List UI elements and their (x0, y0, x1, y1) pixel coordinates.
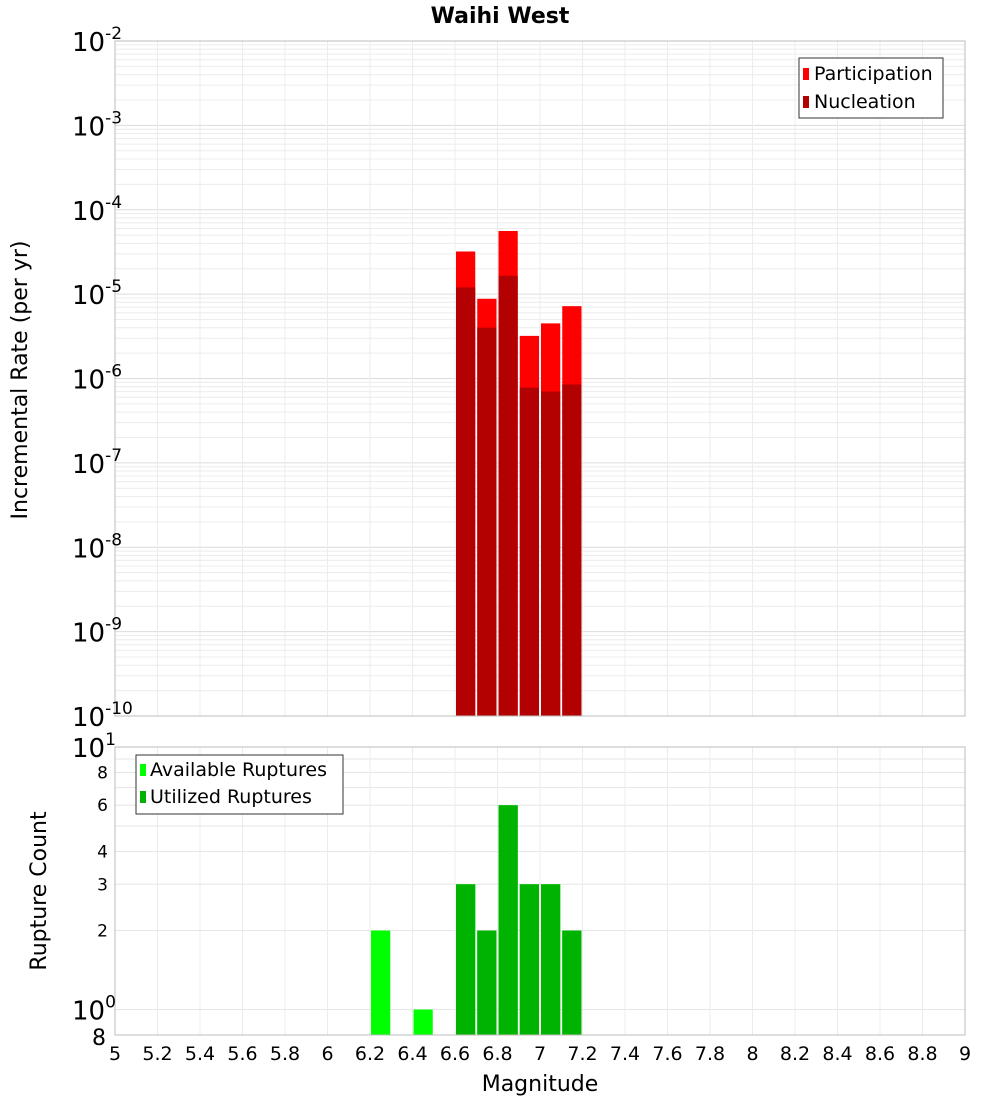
top-plot-frame (114, 40, 966, 717)
x-tick-label: 5 (109, 1043, 121, 1065)
x-tick-label: 8 (746, 1043, 758, 1065)
x-axis-label: Magnitude (482, 1072, 599, 1097)
top-legend: Participation Nucleation (798, 57, 944, 119)
top-bar-nucleation-3 (519, 387, 539, 716)
top-legend-label-nucleation: Nucleation (814, 91, 916, 113)
x-tick-label: 9 (959, 1043, 971, 1065)
top-legend-box (798, 57, 944, 119)
bottom-bar-available-ruptures-0 (371, 930, 391, 1035)
x-tick-label: 7.4 (610, 1043, 640, 1065)
bottom-legend-swatch-1 (140, 791, 146, 803)
bottom-y-tick-label-minor: 4 (97, 842, 108, 862)
bottom-y-tick-label-minor: 2 (97, 922, 108, 942)
x-tick-label: 8.2 (780, 1043, 810, 1065)
bottom-legend-swatch-0 (140, 764, 146, 776)
x-tick-label: 7 (534, 1043, 546, 1065)
x-tick-label: 5.4 (185, 1043, 215, 1065)
x-tick-label: 8.4 (822, 1043, 852, 1065)
x-tick-label: 8.8 (907, 1043, 937, 1065)
x-tick-label: 5.2 (142, 1043, 172, 1065)
bottom-y-tick-label-minor: 3 (97, 875, 108, 895)
x-tick-label: 5.8 (270, 1043, 300, 1065)
top-y-tick-label: 10-10 (72, 699, 133, 733)
bottom-y-tick-label: 100 (72, 993, 116, 1027)
bottom-y-tick-label-minor: 8 (97, 763, 108, 783)
top-legend-label-participation: Participation (814, 63, 933, 85)
bottom-bar-utilized-ruptures-4 (498, 805, 518, 1035)
x-tick-label: 6.6 (440, 1043, 470, 1065)
x-tick-label: 5.6 (227, 1043, 257, 1065)
bottom-y-tick-label-minor: 6 (97, 796, 108, 816)
x-tick-label: 6.4 (397, 1043, 427, 1065)
top-bar-nucleation-2 (498, 275, 518, 716)
bottom-bar-utilized-ruptures-3 (477, 930, 497, 1035)
top-bar-nucleation-5 (562, 384, 582, 716)
top-bar-nucleation-1 (477, 327, 497, 716)
x-tick-label: 7.8 (695, 1043, 725, 1065)
bottom-bar-utilized-ruptures-7 (562, 930, 582, 1035)
bottom-bar-utilized-ruptures-6 (541, 884, 561, 1035)
bottom-bar-available-ruptures-1 (413, 1009, 433, 1035)
bottom-bar-utilized-ruptures-5 (519, 884, 539, 1035)
x-tick-label: 7.2 (567, 1043, 597, 1065)
top-bar-nucleation-4 (541, 391, 561, 716)
x-tick-label: 6.8 (482, 1043, 512, 1065)
top-legend-swatch-nucleation (803, 96, 809, 108)
bottom-y-axis-label: Rupture Count (27, 811, 52, 971)
top-y-tick-label: 10-6 (72, 362, 122, 396)
bottom-legend-box (135, 754, 344, 815)
x-tick-label: 6 (321, 1043, 333, 1065)
x-tick-label: 6.2 (355, 1043, 385, 1065)
x-tick-label: 8.6 (865, 1043, 895, 1065)
bottom-y-tick-label: 101 (72, 730, 116, 764)
bottom-y-tick-label-minor: 8 (92, 1026, 106, 1051)
top-y-tick-label: 10-7 (72, 446, 122, 480)
top-y-tick-label: 10-9 (72, 615, 122, 649)
top-legend-swatch-participation (803, 68, 809, 80)
chart-title: Waihi West (431, 4, 570, 29)
bottom-legend: Available Ruptures Utilized Ruptures (135, 754, 344, 815)
bottom-plot-frame (114, 746, 966, 1036)
top-y-axis-label: Incremental Rate (per yr) (8, 241, 33, 520)
top-bar-nucleation-0 (456, 287, 476, 716)
bottom-legend-label-1: Utilized Ruptures (150, 786, 312, 808)
x-tick-label: 7.6 (652, 1043, 682, 1065)
bottom-legend-label-0: Available Ruptures (150, 759, 327, 781)
bottom-bar-utilized-ruptures-2 (456, 884, 476, 1035)
